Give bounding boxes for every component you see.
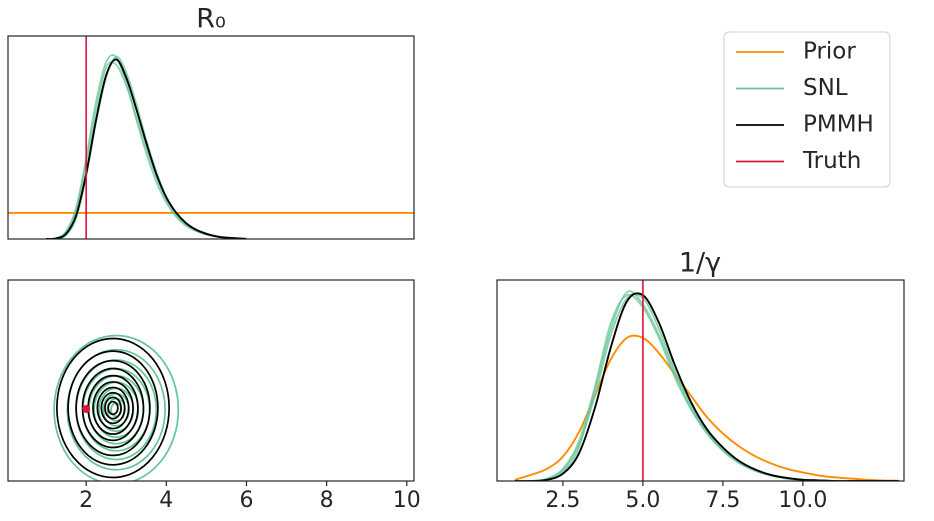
contour-level <box>92 381 134 435</box>
plot-area <box>53 334 180 481</box>
plot-area <box>514 280 899 481</box>
x-tick-label: 4 <box>159 488 173 513</box>
x-tick-label: 10.0 <box>778 488 827 513</box>
density-curve <box>514 292 899 481</box>
snl-run <box>514 293 899 481</box>
contour-level <box>104 396 122 420</box>
x-tick-label: 6 <box>239 488 253 513</box>
legend-frame <box>723 31 891 188</box>
plot-area <box>8 36 414 239</box>
legend-label: Prior <box>803 39 856 65</box>
axes-frame <box>7 35 415 240</box>
contour-level <box>53 334 180 481</box>
snl-run <box>514 293 899 481</box>
contour-level <box>96 386 130 430</box>
contour-level <box>81 367 145 449</box>
axes-frame <box>496 279 905 482</box>
contour-level <box>100 391 126 425</box>
x-tick-label: 8 <box>320 488 334 513</box>
axes-frame <box>7 279 415 482</box>
density-curve <box>46 58 247 239</box>
panel-title: 1/γ <box>679 248 721 279</box>
snl-run <box>514 290 899 481</box>
contour-level <box>75 359 151 457</box>
contour-level <box>56 337 170 479</box>
contour-level <box>107 400 119 416</box>
panel-title: R₀ <box>196 4 226 35</box>
truth-point <box>82 404 91 413</box>
x-tick-label: 2.5 <box>545 488 580 513</box>
contour-level <box>67 350 159 466</box>
density-curve <box>514 334 899 481</box>
legend-label: SNL <box>803 75 848 101</box>
legend-label: Truth <box>802 148 861 174</box>
x-tick-label: 7.5 <box>705 488 740 513</box>
x-tick-label: 2 <box>79 488 93 513</box>
x-tick-label: 5.0 <box>625 488 660 513</box>
x-tick-label: 10 <box>393 488 421 513</box>
legend-label: PMMH <box>803 112 874 138</box>
